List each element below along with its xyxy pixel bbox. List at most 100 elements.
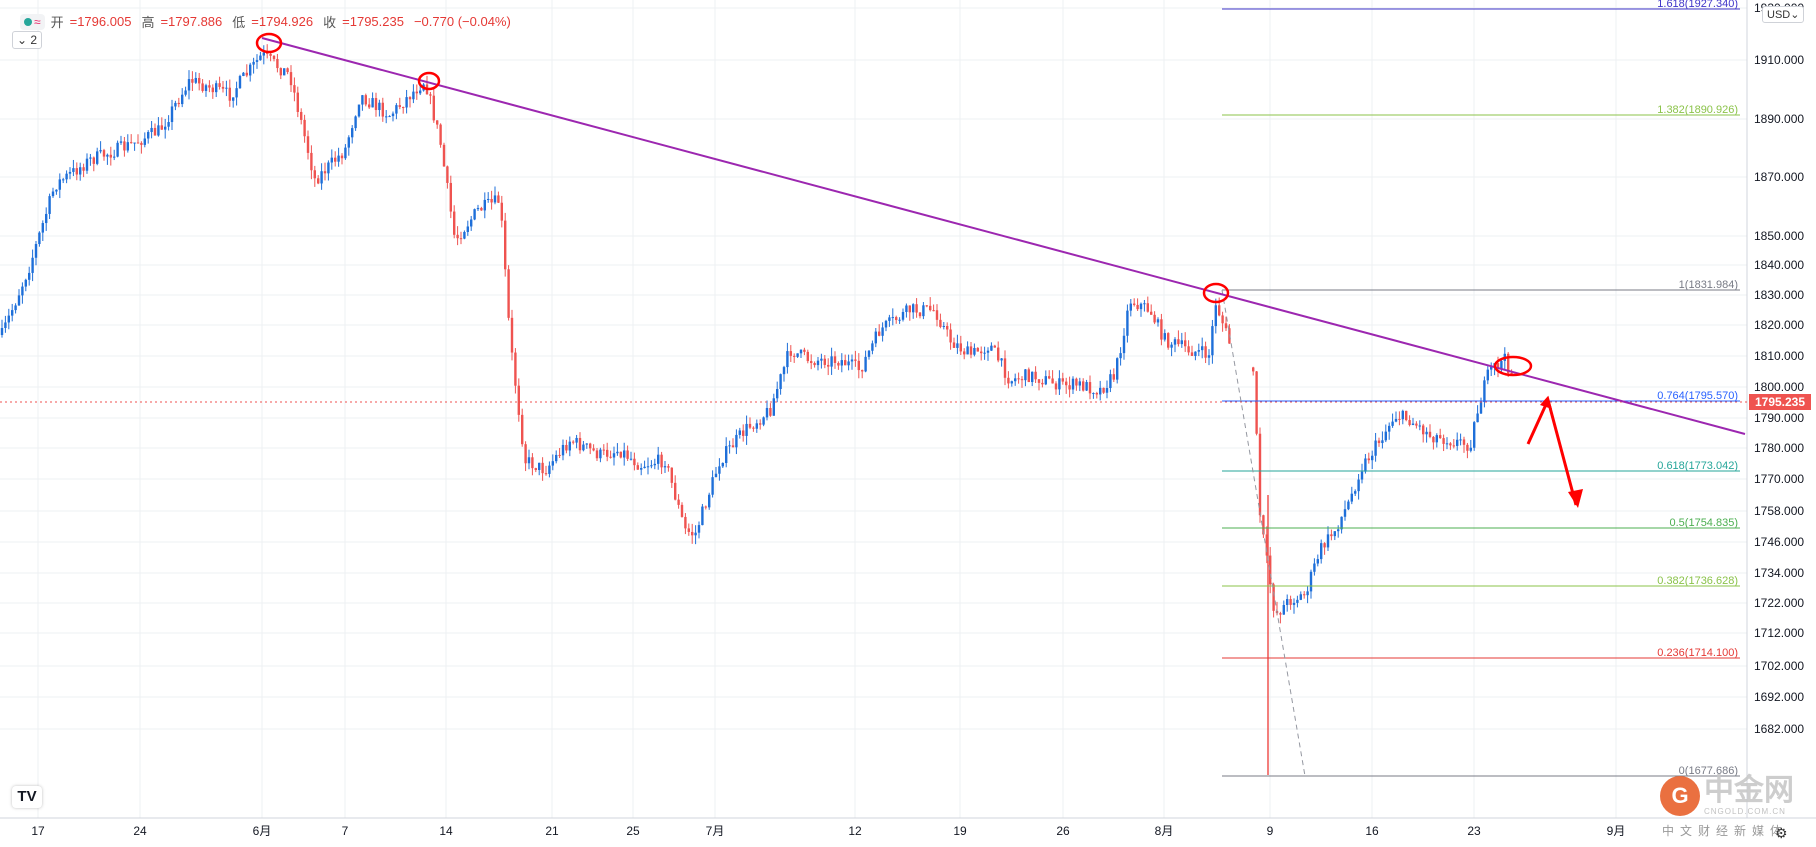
candle xyxy=(755,419,758,433)
fib-level-label: 0.236(1714.100) xyxy=(1657,647,1738,659)
candle-body xyxy=(378,102,381,111)
visibility-dot-icon[interactable] xyxy=(24,17,32,26)
candle-body xyxy=(1303,594,1306,596)
candle-body xyxy=(565,444,568,451)
candle xyxy=(1160,313,1163,346)
fib-level-label: 1.618(1927.340) xyxy=(1657,0,1738,10)
highlight-circle xyxy=(255,32,283,54)
candle xyxy=(884,319,888,332)
candle xyxy=(776,381,779,403)
candle xyxy=(844,354,847,366)
candle-body xyxy=(708,494,711,508)
candle xyxy=(793,353,796,363)
candle-body xyxy=(391,113,395,117)
candle xyxy=(1425,427,1428,443)
candle xyxy=(320,163,323,190)
candle-body xyxy=(1309,571,1313,592)
candle xyxy=(232,97,235,108)
gear-icon[interactable]: ⚙ xyxy=(1775,825,1788,841)
candle-body xyxy=(123,141,126,151)
candle xyxy=(956,334,959,354)
time-tick-label: 17 xyxy=(31,824,45,838)
candle-body xyxy=(674,482,677,500)
candle-body xyxy=(1095,393,1098,395)
candle xyxy=(157,117,160,137)
candle xyxy=(1408,415,1411,427)
candle xyxy=(609,450,612,459)
candle xyxy=(830,347,833,375)
candle xyxy=(986,347,990,361)
candle-body xyxy=(55,189,58,192)
candle xyxy=(1333,531,1336,541)
candle-body xyxy=(1384,431,1387,441)
candle-body xyxy=(623,450,626,458)
candle-body xyxy=(765,407,769,418)
candle xyxy=(704,505,707,510)
candle-body xyxy=(1037,379,1041,383)
candle xyxy=(612,446,616,466)
candle xyxy=(667,463,670,472)
candle-body xyxy=(255,60,259,62)
candle-body xyxy=(799,349,803,354)
candle xyxy=(252,57,255,74)
candle xyxy=(1201,337,1204,359)
candle xyxy=(317,175,320,185)
candle-body xyxy=(385,116,388,118)
candle xyxy=(1507,352,1510,377)
candle xyxy=(34,240,38,266)
candle xyxy=(28,266,31,286)
candle xyxy=(1449,442,1452,450)
candle-body xyxy=(181,94,184,105)
candle-body xyxy=(1337,529,1340,532)
candle xyxy=(891,308,894,326)
candle xyxy=(1360,463,1364,484)
candle-body xyxy=(1017,378,1020,380)
price-tick-label: 1850.000 xyxy=(1754,229,1804,243)
candle xyxy=(357,104,361,118)
candle-body xyxy=(357,104,361,117)
candle xyxy=(905,303,908,318)
fib-trend-dashed-line xyxy=(1221,289,1306,777)
time-tick-label: 24 xyxy=(133,824,147,838)
price-tick-label: 1870.000 xyxy=(1754,170,1804,184)
candle-body xyxy=(402,107,405,109)
candle-body xyxy=(891,317,894,319)
candle xyxy=(1214,298,1217,334)
candle-body xyxy=(878,331,881,336)
candle-body xyxy=(888,317,891,321)
candle xyxy=(534,467,537,473)
candle xyxy=(983,346,986,360)
candle xyxy=(1129,298,1132,317)
candle xyxy=(493,186,497,205)
candle-body xyxy=(459,238,463,240)
candle-body xyxy=(1153,314,1156,323)
candle xyxy=(657,446,660,470)
symbol-toggle[interactable]: ≈ xyxy=(20,13,45,30)
collapse-indicators-button[interactable]: ⌄ 2 xyxy=(12,31,43,49)
candle xyxy=(1044,370,1047,386)
candle-body xyxy=(463,231,466,239)
candle xyxy=(527,449,531,470)
candle xyxy=(1007,371,1010,389)
currency-selector[interactable]: USD⌄ xyxy=(1762,6,1805,23)
candle-body xyxy=(687,528,690,532)
candle xyxy=(235,81,238,106)
candle-body xyxy=(932,310,935,312)
candle xyxy=(259,51,262,61)
tradingview-logo-icon[interactable]: TV xyxy=(12,786,42,808)
candle-body xyxy=(1197,350,1200,352)
candle-body xyxy=(1119,353,1122,359)
candle-body xyxy=(657,454,660,464)
highlight-circle xyxy=(417,71,441,91)
candle xyxy=(58,173,61,199)
candle-body xyxy=(1350,493,1353,502)
candle-body xyxy=(1343,509,1347,517)
candle-body xyxy=(368,104,371,108)
candle xyxy=(31,249,34,282)
candle xyxy=(1292,598,1296,614)
candle-body xyxy=(813,363,816,366)
candle xyxy=(514,348,517,394)
candle-body xyxy=(262,52,265,56)
candle xyxy=(504,212,507,277)
